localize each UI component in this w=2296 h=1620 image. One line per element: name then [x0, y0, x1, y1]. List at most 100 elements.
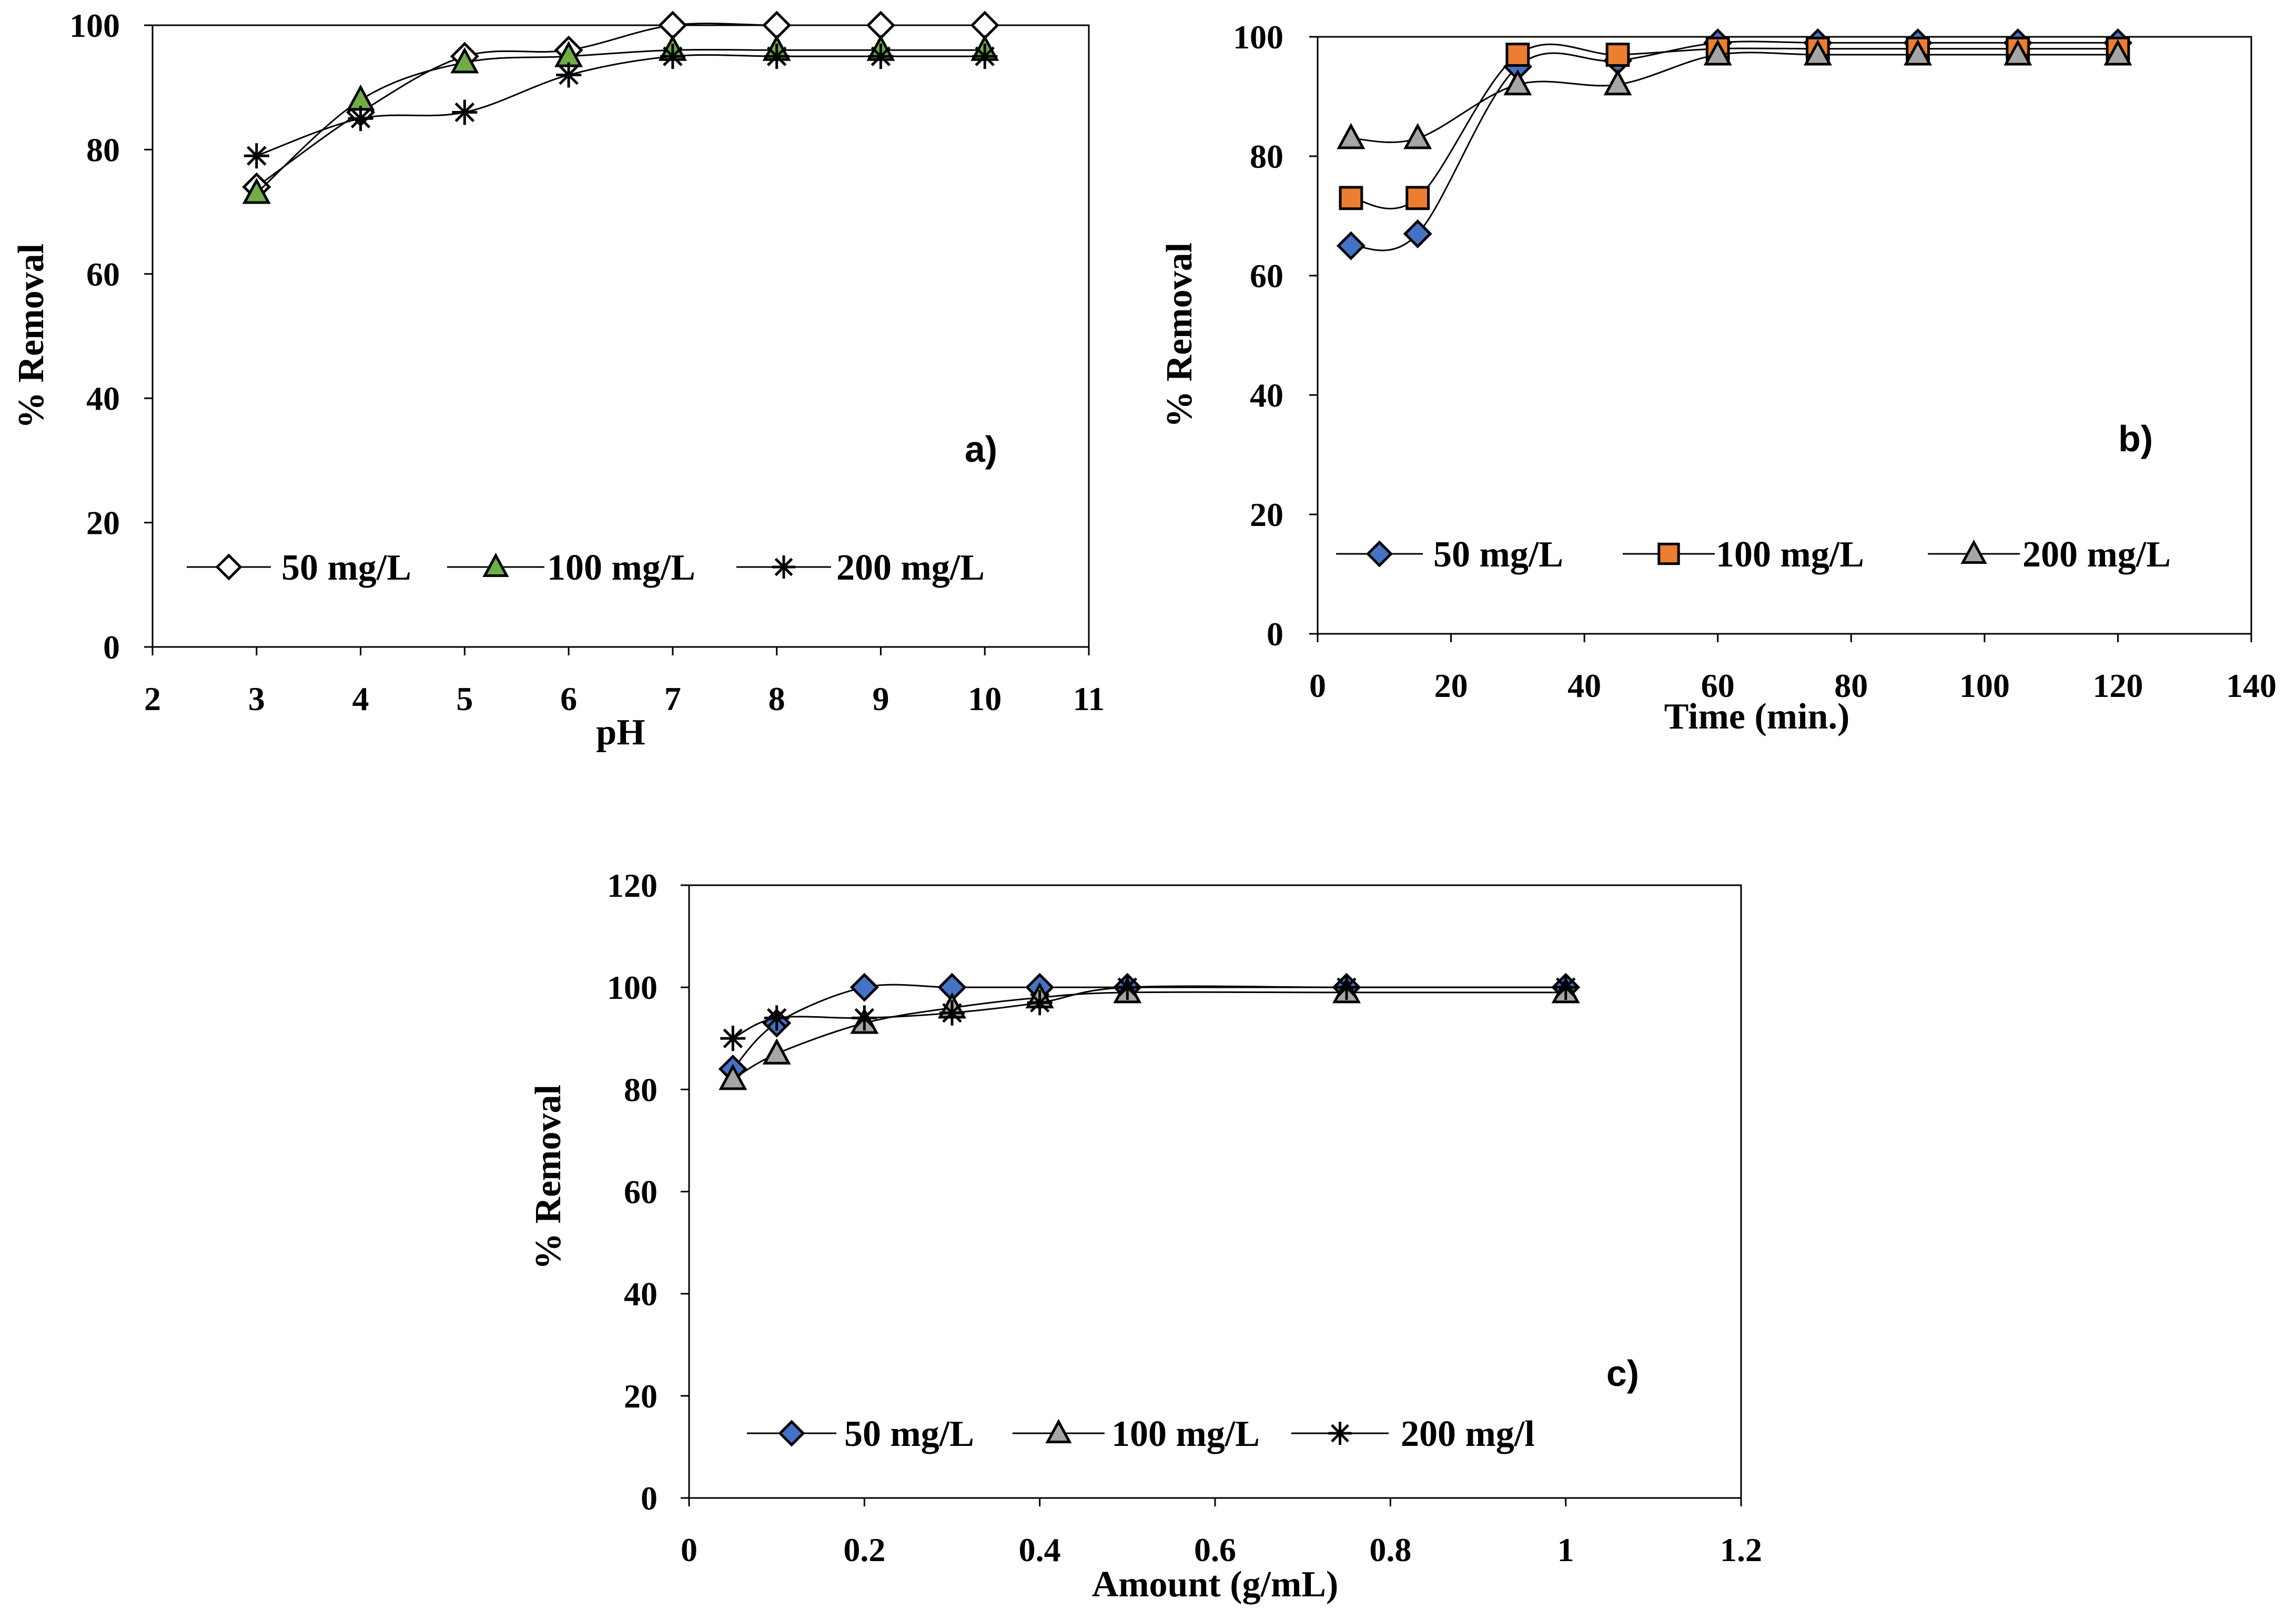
- data-point-marker-stroke: [1117, 977, 1138, 997]
- data-point-marker: [242, 177, 271, 204]
- data-point-marker: [348, 106, 373, 131]
- data-point-marker: [1503, 69, 1532, 96]
- data-point-marker: [939, 1000, 965, 1026]
- series-line: [732, 985, 1566, 1039]
- legend-marker: [1328, 1422, 1352, 1445]
- x-tick-label: 100: [1959, 667, 2010, 704]
- x-tick-label: 40: [1567, 667, 1601, 704]
- y-tick-label: 40: [86, 380, 120, 417]
- y-tick-label: 60: [624, 1173, 658, 1211]
- data-point-marker: [852, 1005, 877, 1031]
- data-point-marker: [1339, 186, 1363, 210]
- series-3: [720, 975, 1579, 1051]
- data-point-marker-stroke: [854, 1008, 875, 1028]
- data-point-marker: [849, 973, 879, 1002]
- y-tick-label: 80: [624, 1071, 658, 1108]
- x-tick-label: 7: [664, 680, 681, 717]
- series-line: [256, 54, 985, 157]
- x-tick-label: 0.2: [843, 1531, 885, 1568]
- y-tick-label: 0: [1267, 615, 1283, 653]
- series-2: [719, 977, 1580, 1090]
- data-point-marker: [1803, 39, 1832, 66]
- plot-area-frame: [1317, 36, 2252, 635]
- data-point-marker-stroke: [1555, 977, 1576, 997]
- data-point-marker: [452, 99, 478, 125]
- data-point-marker-stroke: [454, 102, 475, 123]
- data-point-marker: [762, 11, 792, 40]
- data-point-marker-stroke: [1029, 993, 1050, 1013]
- data-point-marker: [1337, 123, 1366, 149]
- y-tick-label: 120: [607, 867, 658, 904]
- x-tick-label: 140: [2226, 667, 2277, 704]
- y-tick-label: 60: [86, 256, 120, 293]
- x-tick-label: 1: [1557, 1531, 1574, 1568]
- legend-label: 100 mg/L: [1111, 1414, 1260, 1454]
- y-tick-label: 80: [86, 131, 120, 168]
- data-point-marker: [660, 44, 685, 69]
- x-tick-label: 9: [872, 680, 889, 717]
- legend-marker: [1657, 542, 1680, 565]
- panel-label: c): [1606, 1353, 1639, 1394]
- legend-marker: [1960, 539, 1987, 564]
- y-tick-label: 0: [641, 1480, 658, 1517]
- legend-marker: [778, 1420, 805, 1447]
- data-point-marker: [1553, 975, 1579, 1000]
- series-3: [1337, 39, 2132, 149]
- series-line: [1351, 52, 2118, 144]
- data-point-marker: [1403, 123, 1432, 149]
- chart-panel-1: 0 20 40 60 80 100 2 3 4 5 6 7 8 9 10 11 pH % Removal a) 50 …: [11, 7, 1105, 753]
- data-point-marker: [1904, 39, 1933, 66]
- legend-marker-stroke: [1331, 1424, 1349, 1443]
- x-tick-label: 0: [1309, 667, 1326, 704]
- data-point-marker-stroke: [871, 46, 891, 66]
- series-line: [732, 991, 1566, 1080]
- data-point-marker: [1505, 43, 1530, 67]
- x-tick-label: 20: [1434, 667, 1468, 704]
- legend-label: 200 mg/L: [836, 548, 985, 588]
- x-tick-label: 0: [681, 1531, 697, 1568]
- data-point-marker: [972, 44, 998, 69]
- x-tick-label: 0.6: [1194, 1531, 1236, 1568]
- legend: 50 mg/L 100 mg/L 200 mg/L: [1336, 534, 2171, 575]
- x-axis-title: Time (min.): [1664, 696, 1850, 737]
- legend-label: 50 mg/L: [1433, 534, 1563, 575]
- x-axis-title: pH: [596, 712, 645, 753]
- x-tick-label: 4: [352, 680, 369, 717]
- data-point-marker-stroke: [723, 1028, 743, 1048]
- y-tick-label: 80: [1250, 138, 1283, 175]
- data-point-marker: [720, 1026, 746, 1051]
- data-point-marker-stroke: [350, 108, 371, 129]
- series-line: [1351, 40, 2118, 251]
- y-tick-label: 20: [624, 1378, 658, 1415]
- x-tick-label: 0.4: [1019, 1531, 1061, 1568]
- legend-marker: [1045, 1419, 1072, 1443]
- y-axis-title: % Removal: [1159, 242, 1200, 428]
- legend-marker: [1366, 540, 1393, 568]
- data-point-marker: [868, 44, 894, 69]
- x-tick-label: 0.8: [1369, 1531, 1411, 1568]
- data-point-marker-stroke: [559, 65, 579, 85]
- x-tick-label: 3: [248, 680, 265, 717]
- series-3: [244, 44, 998, 169]
- data-point-marker: [1703, 39, 1732, 66]
- legend: 50 mg/L 100 mg/L 200 mg/l: [747, 1414, 1535, 1454]
- data-point-marker-stroke: [247, 146, 267, 166]
- chart-panel-3: 0 20 40 60 80 100 120 0 0.2 0.4 0.6 0.8 1 1.2 Amount (…: [528, 867, 1762, 1605]
- data-point-marker: [1334, 975, 1359, 1000]
- x-tick-label: 6: [560, 680, 577, 717]
- y-tick-label: 40: [624, 1275, 658, 1313]
- data-point-marker-stroke: [766, 1008, 787, 1028]
- plot-area-frame: [151, 24, 1090, 648]
- data-point-marker-stroke: [1337, 977, 1357, 997]
- x-tick-label: 11: [1073, 680, 1105, 717]
- legend-marker: [772, 555, 795, 579]
- data-point-marker: [719, 1064, 747, 1090]
- y-tick-label: 0: [103, 629, 120, 666]
- y-axis-title: % Removal: [528, 1085, 569, 1270]
- x-axis-title: Amount (g/mL): [1092, 1564, 1339, 1605]
- x-tick-label: 1.2: [1720, 1531, 1762, 1568]
- x-tick-label: 120: [2092, 667, 2143, 704]
- data-point-marker: [1405, 186, 1430, 210]
- data-point-marker: [764, 1005, 790, 1031]
- data-point-marker: [866, 11, 895, 40]
